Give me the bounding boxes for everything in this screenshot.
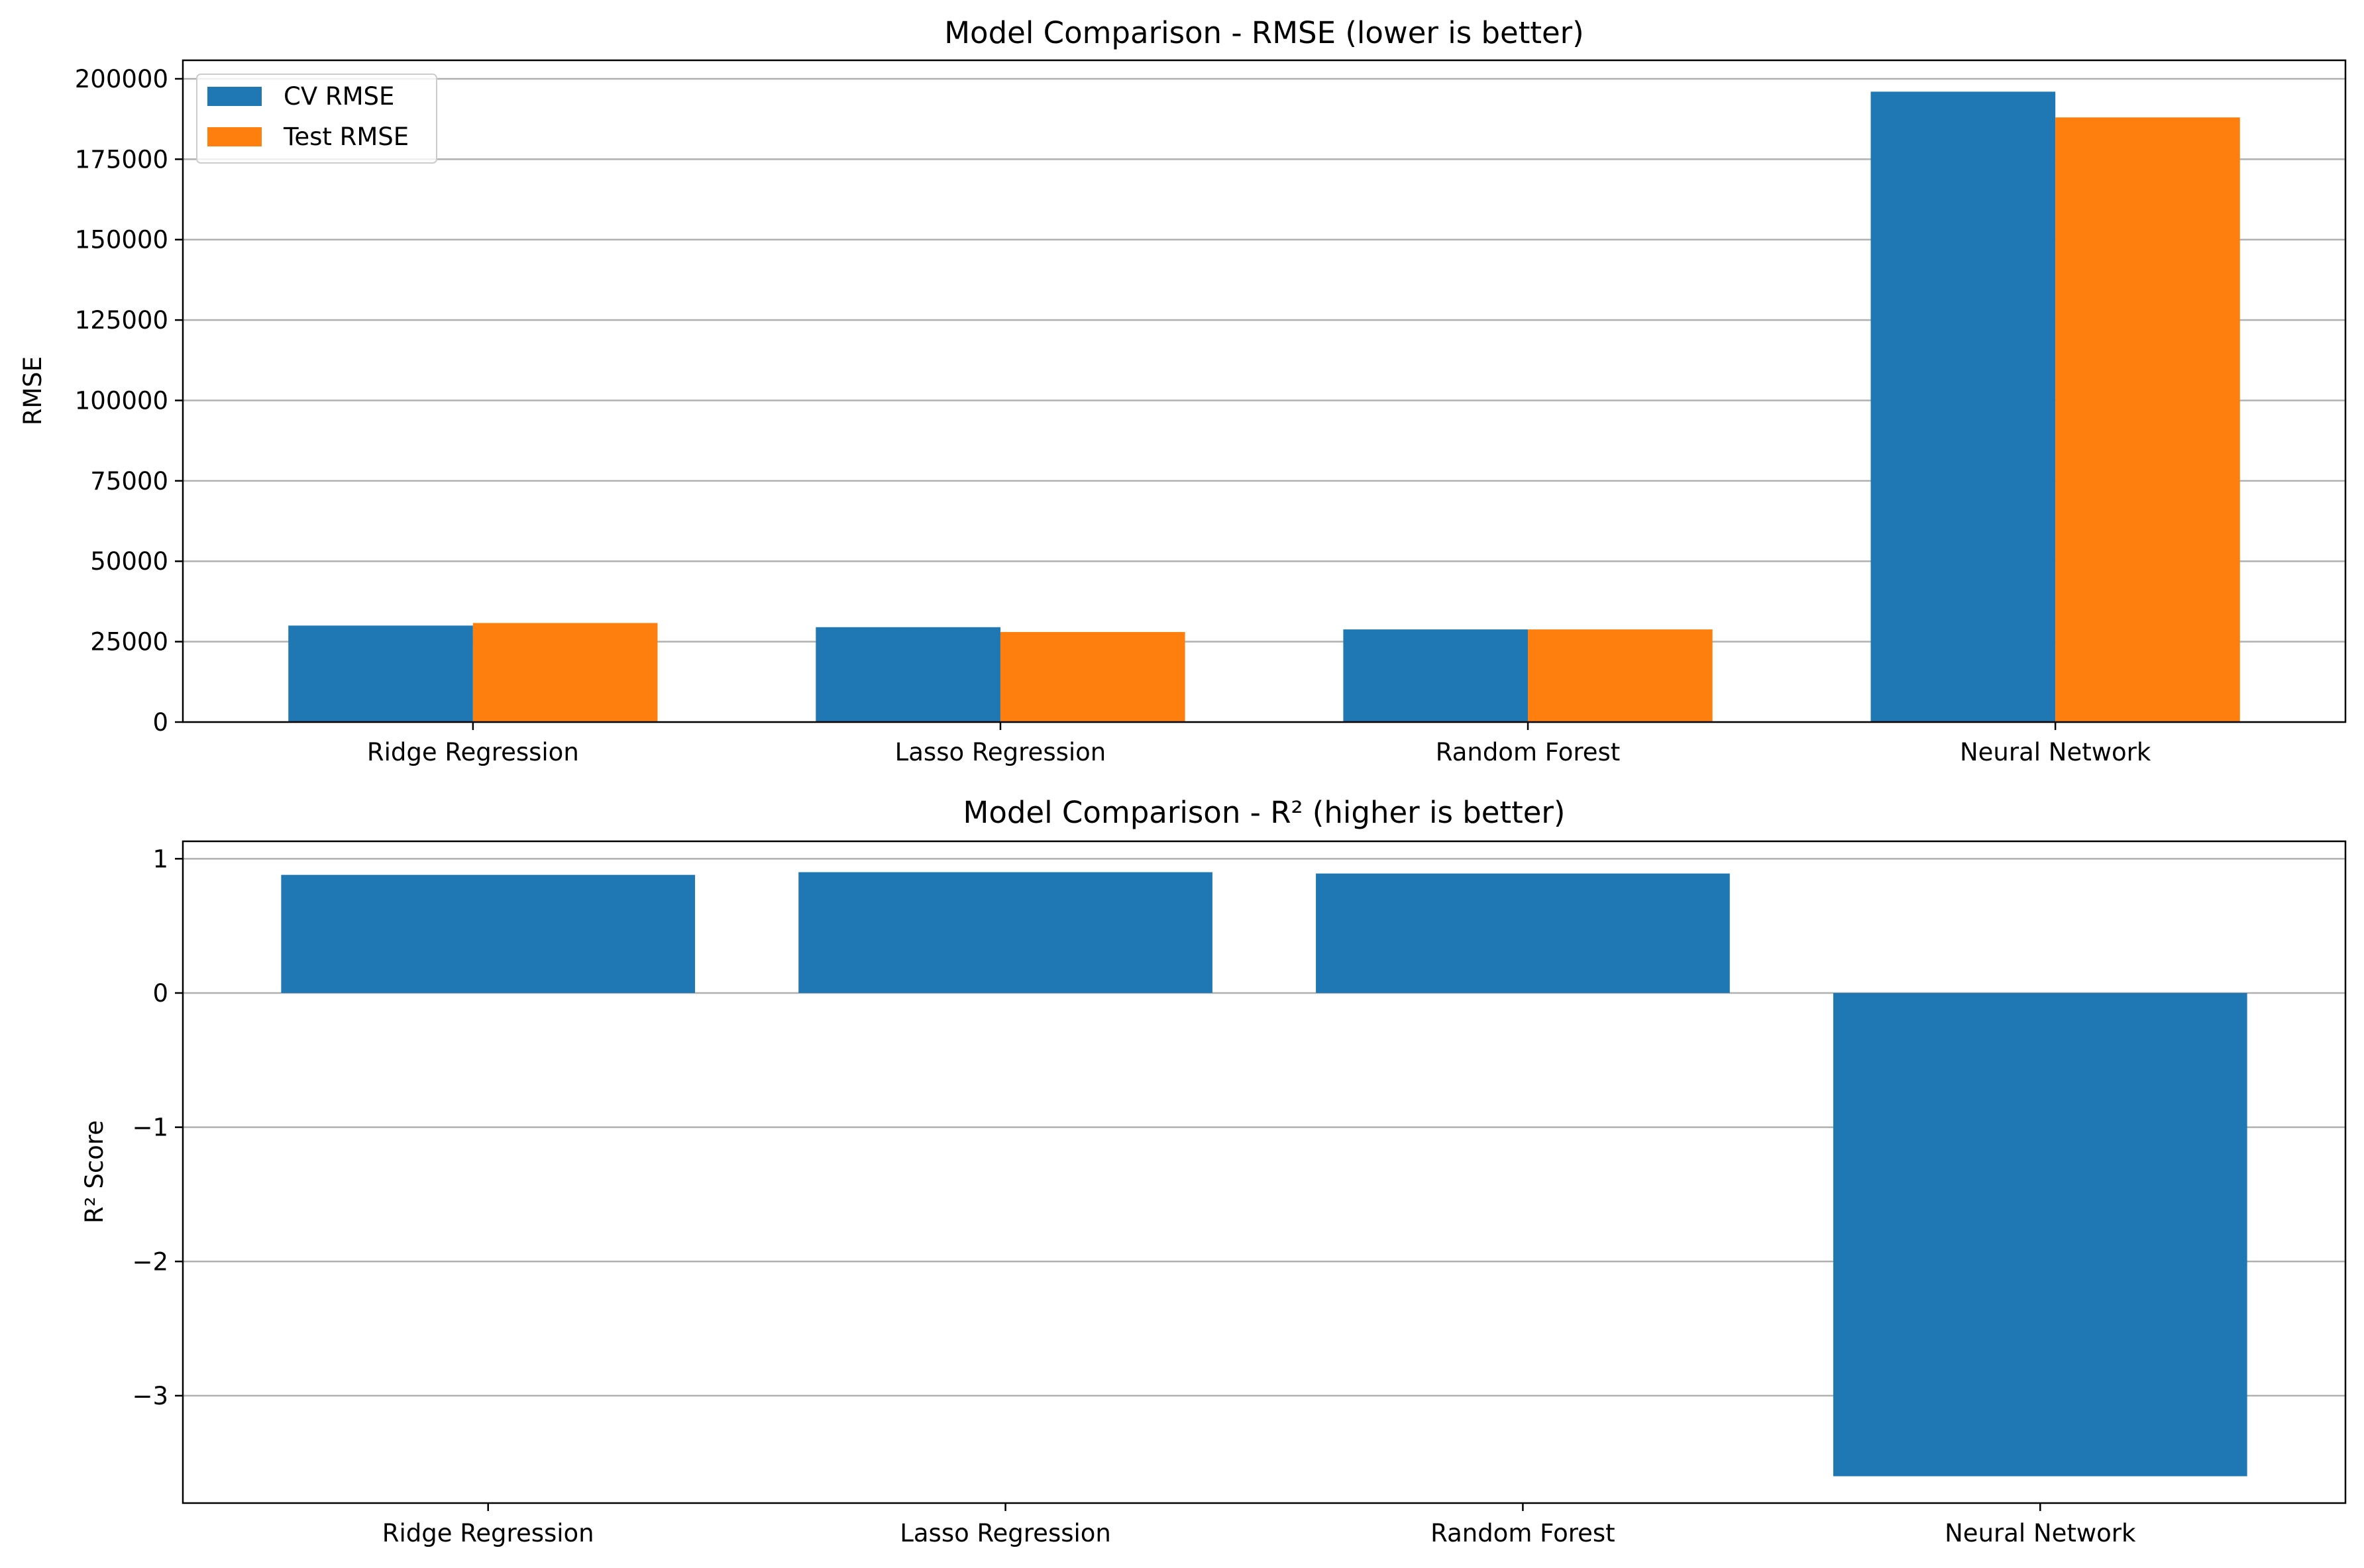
legend-swatch-cv-rmse — [207, 87, 262, 106]
legend-swatch-test-rmse — [207, 127, 262, 146]
r2-y-axis-label: R² Score — [80, 1120, 109, 1224]
rmse-plot-frame — [182, 59, 2347, 723]
rmse-chart-title: Model Comparison - RMSE (lower is better… — [944, 15, 1584, 50]
rmse-y-tick-label: 125000 — [75, 306, 168, 335]
rmse-y-tick-label: 25000 — [90, 628, 168, 656]
rmse-chart: Model Comparison - RMSE (lower is better… — [19, 15, 2347, 766]
r2-y-ticks: −3 −2 −1 0 1 — [132, 845, 183, 1410]
rmse-x-ticks: Ridge Regression Lasso Regression Random F… — [367, 722, 2151, 766]
legend-label-test-rmse: Test RMSE — [283, 123, 409, 151]
r2-chart-title: Model Comparison - R² (higher is better) — [963, 795, 1566, 830]
rmse-y-axis-label: RMSE — [19, 356, 47, 426]
r2-x-tick-label-lasso-regression: Lasso Regression — [900, 1519, 1111, 1547]
rmse-y-tick-label: 50000 — [90, 547, 168, 576]
bar-r2-ridge-regression — [281, 874, 696, 993]
bar-test-rmse-random-forest — [1528, 629, 1713, 722]
r2-plot-frame — [182, 840, 2347, 1504]
rmse-y-tick-label: 75000 — [90, 467, 168, 496]
bar-cv-rmse-random-forest — [1343, 629, 1529, 722]
rmse-y-tick-label: 100000 — [75, 386, 168, 415]
r2-x-tick-label-random-forest: Random Forest — [1430, 1519, 1615, 1547]
r2-y-tick-label: 0 — [152, 979, 168, 1008]
rmse-y-tick-label: 150000 — [75, 226, 168, 254]
rmse-y-tick-label: 0 — [152, 708, 168, 737]
bar-r2-random-forest — [1316, 873, 1730, 993]
rmse-x-tick-label-random-forest: Random Forest — [1436, 738, 1621, 766]
rmse-x-tick-label-lasso-regression: Lasso Regression — [895, 738, 1106, 766]
rmse-y-tick-label: 200000 — [75, 65, 168, 93]
bar-r2-neural-network — [1833, 992, 2247, 1477]
rmse-legend: CV RMSE Test RMSE — [196, 74, 437, 164]
r2-chart: Model Comparison - R² (higher is better)… — [80, 795, 2347, 1547]
bar-r2-lasso-regression — [798, 872, 1212, 993]
bar-cv-rmse-ridge-regression — [288, 625, 473, 722]
rmse-x-tick-label-ridge-regression: Ridge Regression — [367, 738, 579, 766]
r2-y-tick-label: −3 — [132, 1382, 168, 1410]
legend-label-cv-rmse: CV RMSE — [284, 82, 394, 111]
bar-test-rmse-lasso-regression — [1000, 632, 1185, 722]
r2-y-tick-label: −1 — [132, 1114, 168, 1142]
bar-cv-rmse-neural-network — [1870, 91, 2056, 722]
r2-x-tick-label-ridge-regression: Ridge Regression — [382, 1519, 594, 1547]
bar-test-rmse-ridge-regression — [472, 623, 658, 722]
r2-bars — [281, 872, 2247, 1477]
rmse-y-tick-label: 175000 — [75, 145, 168, 174]
r2-y-tick-label: −2 — [132, 1247, 168, 1276]
rmse-y-ticks: 0 25000 50000 75000 100000 125000 150000 175000… — [75, 65, 183, 737]
rmse-x-tick-label-neural-network: Neural Network — [1960, 738, 2151, 766]
rmse-bars — [288, 91, 2240, 722]
r2-x-tick-label-neural-network: Neural Network — [1945, 1519, 2136, 1547]
bar-test-rmse-neural-network — [2055, 117, 2240, 722]
bar-cv-rmse-lasso-regression — [816, 627, 1000, 722]
r2-y-tick-label: 1 — [152, 845, 168, 873]
r2-x-ticks: Ridge Regression Lasso Regression Random F… — [382, 1503, 2136, 1547]
